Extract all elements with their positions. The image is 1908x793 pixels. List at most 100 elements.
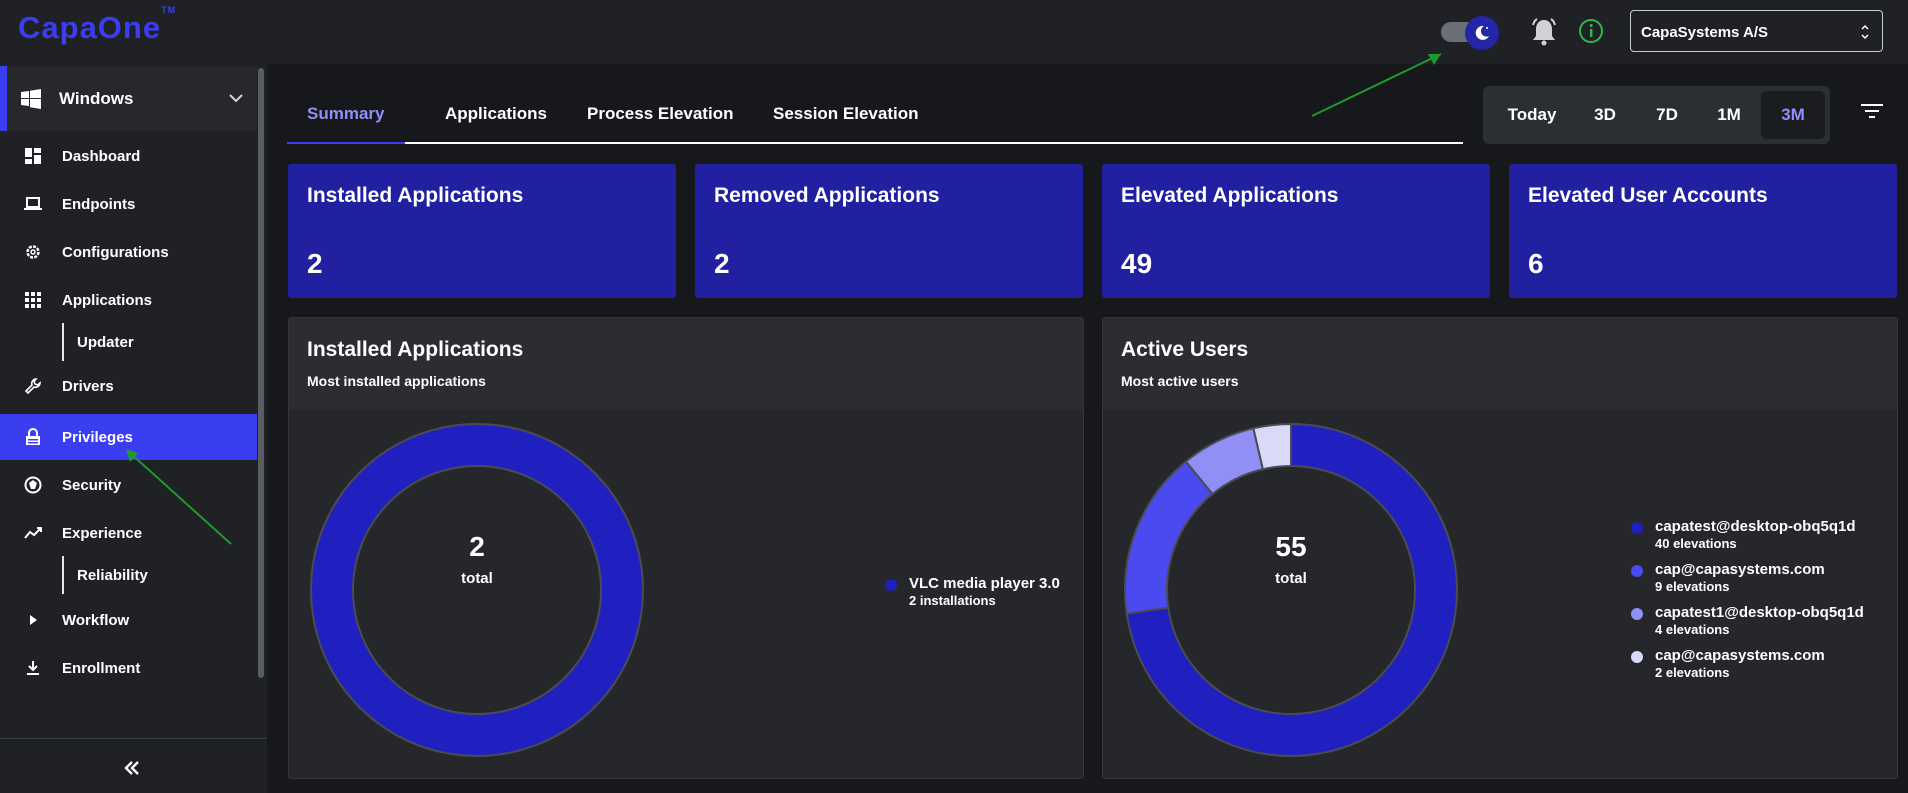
legend-value: 40 elevations [1655,536,1737,551]
tab-applications[interactable]: Applications [445,104,548,123]
play-icon [30,615,37,625]
legend-swatch [1631,608,1643,620]
sidebar-scrollbar[interactable] [258,68,264,678]
gear-icon [26,245,40,259]
donut-slice[interactable] [311,424,643,756]
range-3d-button[interactable]: 3D [1594,105,1616,124]
sidebar-item-applications[interactable]: Applications [0,277,257,323]
main-content: Summary Applications Process Elevation S… [267,64,1908,793]
sidebar-item-label: Drivers [62,378,114,395]
sidebar-divider [0,738,267,739]
donut-center-label: total [461,570,493,587]
legend-label: capatest1@desktop-obq5q1d [1655,604,1864,621]
stat-value: 49 [1121,248,1153,279]
stat-title: Elevated Applications [1121,184,1339,207]
theme-toggle[interactable] [1441,16,1503,50]
panel-subtitle: Most installed applications [307,373,486,389]
tab-session-elevation[interactable]: Session Elevation [773,104,919,123]
os-selector-accent [0,66,7,131]
sidebar-item-privileges[interactable]: Privileges [0,414,257,460]
legend-swatch [1631,565,1643,577]
sidebar-subitem-label: Updater [77,334,134,351]
trend-icon [24,527,42,539]
capaone-logo[interactable]: CapaOneTM [18,4,177,45]
sidebar-item-label: Enrollment [62,660,141,677]
donut-outline [310,423,644,757]
collapse-sidebar-icon[interactable] [120,756,144,780]
legend-label: VLC media player 3.0 [909,575,1060,592]
donut-slice[interactable] [1125,422,1458,757]
filter-icon[interactable] [1861,103,1883,119]
sidebar-item-workflow[interactable]: Workflow [0,597,257,643]
organization-select[interactable]: CapaSystems A/S [1630,10,1883,52]
sidebar-item-drivers[interactable]: Drivers [0,363,257,409]
active-tab-indicator [287,142,405,144]
panel-subtitle: Most active users [1121,373,1239,389]
legend-label: cap@capasystems.com [1655,647,1825,664]
sidebar-item-label: Configurations [62,244,169,261]
donut-slice[interactable] [1124,460,1214,615]
sidebar-item-label: Security [62,477,122,494]
windows-icon [21,89,41,109]
donut-center-value: 2 [469,531,485,562]
sidebar-subitem-reliability[interactable]: Reliability [62,556,242,594]
os-selector[interactable]: Windows [0,66,257,131]
shield-icon [24,476,42,494]
donut-outline [352,465,602,715]
dashboard-icon [25,148,41,164]
sidebar-item-security[interactable]: Security [0,462,257,508]
time-range-selector: Today 3D 7D 1M 3M [1483,86,1830,144]
download-icon [27,661,39,675]
sidebar-item-label: Endpoints [62,196,136,213]
range-1m-button[interactable]: 1M [1717,105,1741,124]
info-icon[interactable] [1578,18,1604,44]
sidebar-item-label: Applications [62,292,153,309]
legend-value: 2 elevations [1655,665,1730,680]
stat-value: 2 [307,248,323,279]
wrench-icon [24,378,41,395]
panel-title: Installed Applications [307,338,524,361]
sidebar-item-label: Experience [62,525,143,542]
installed-applications-donut-chart: 2 total [310,423,644,757]
bell-icon[interactable] [1530,17,1558,47]
active-users-panel: Active Users Most active users 55 total … [1102,317,1898,779]
range-7d-button[interactable]: 7D [1656,105,1678,124]
stat-card-elevated-applications[interactable]: Elevated Applications 49 [1102,164,1490,298]
installed-applications-panel: Installed Applications Most installed ap… [288,317,1084,779]
sidebar-item-dashboard[interactable]: Dashboard [0,133,257,179]
range-3m-button[interactable]: 3M [1761,91,1825,139]
donut-slice[interactable] [1252,422,1292,471]
legend-swatch [1631,522,1643,534]
top-bar: CapaOneTM CapaSystems A/S [0,0,1908,64]
stat-title: Elevated User Accounts [1528,184,1768,207]
stat-card-removed-applications[interactable]: Removed Applications 2 [695,164,1083,298]
stat-card-installed-applications[interactable]: Installed Applications 2 [288,164,676,298]
tab-bar: Summary Applications Process Elevation S… [287,92,1463,144]
stat-value: 6 [1528,248,1544,279]
sidebar-item-endpoints[interactable]: Endpoints [0,181,257,227]
sidebar-item-experience[interactable]: Experience [0,510,257,556]
legend-value: 4 elevations [1655,622,1730,637]
donut-center-value: 55 [1275,531,1306,562]
chevron-down-icon [229,94,243,103]
os-selector-label: Windows [59,89,134,108]
legend-swatch [885,579,897,591]
sidebar: Windows Dashboard Endpoints Configuratio… [0,64,267,793]
panel-header: Active Users Most active users [1103,318,1897,410]
legend-value: 2 installations [909,593,996,608]
sidebar-subitem-updater[interactable]: Updater [62,323,242,361]
stat-card-elevated-user-accounts[interactable]: Elevated User Accounts 6 [1509,164,1897,298]
sidebar-subitem-label: Reliability [77,567,148,584]
sidebar-item-label: Dashboard [62,148,141,165]
stat-title: Removed Applications [714,184,940,207]
range-today-button[interactable]: Today [1507,105,1557,124]
sidebar-item-configurations[interactable]: Configurations [0,229,257,275]
organization-label: CapaSystems A/S [1641,24,1769,41]
tab-process-elevation[interactable]: Process Elevation [587,104,734,123]
laptop-icon [24,197,42,210]
lock-icon [26,428,40,445]
tab-summary[interactable]: Summary [307,104,385,123]
moon-icon [1465,16,1499,50]
panel-header: Installed Applications Most installed ap… [289,318,1083,410]
sidebar-item-enrollment[interactable]: Enrollment [0,645,257,691]
